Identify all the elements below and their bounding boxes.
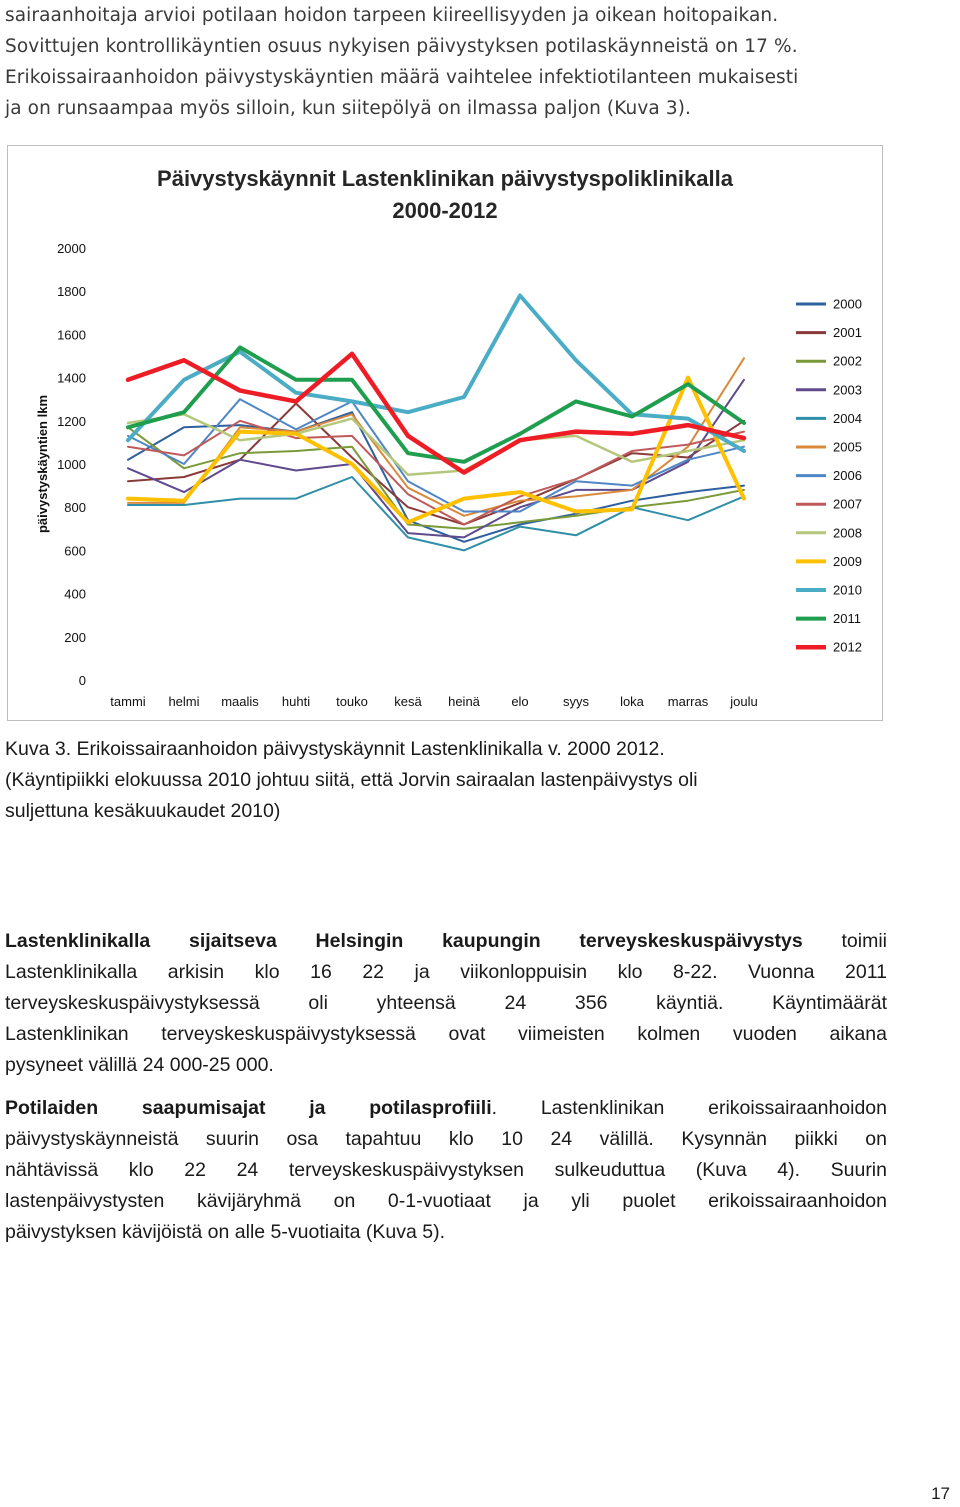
intro-line: Sovittujen kontrollikäyntien osuus nykyi… — [5, 36, 798, 57]
legend-label-2002: 2002 — [833, 354, 862, 369]
x-tick-label: kesä — [394, 694, 422, 709]
caption-line: suljettuna kesäkuukaudet 2010) — [5, 800, 281, 822]
legend-label-2001: 2001 — [833, 325, 862, 340]
figure-caption: Kuva 3. Erikoissairaanhoidon päivystyskä… — [5, 734, 905, 827]
paragraph-line: päivystyskäynneistä suurin osa tapahtuu … — [5, 1128, 887, 1150]
y-tick-label: 2000 — [57, 241, 86, 256]
legend-label-2005: 2005 — [833, 440, 862, 455]
paragraph-line: lastenpäivystysten kävijäryhmä on 0-1-vu… — [5, 1190, 887, 1212]
y-tick-label: 800 — [64, 500, 86, 515]
paragraph-lead: Potilaiden saapumisajat ja potilasprofii… — [5, 1097, 492, 1119]
series-line-2001 — [127, 402, 745, 526]
legend-label-2011: 2011 — [833, 611, 861, 626]
intro-line: ja on runsaampaa myös silloin, kun siite… — [5, 98, 691, 119]
legend-label-2007: 2007 — [833, 497, 862, 512]
x-tick-label: joulu — [729, 694, 757, 709]
paragraph-line: Lastenklinikan terveyskeskuspäivystykses… — [5, 1023, 887, 1045]
x-tick-label: elo — [511, 694, 528, 709]
x-tick-label: marras — [668, 694, 709, 709]
chart-figure: Päivystyskäynnit Lastenklinikan päivysty… — [7, 145, 883, 721]
legend-label-2012: 2012 — [833, 640, 862, 655]
legend-label-2008: 2008 — [833, 525, 862, 540]
series-line-2004 — [127, 476, 745, 552]
x-tick-label: heinä — [448, 694, 481, 709]
intro-line: sairaanhoitaja arvioi potilaan hoidon ta… — [5, 5, 779, 26]
series-line-2010 — [126, 293, 746, 453]
y-tick-label: 1400 — [57, 371, 86, 386]
line-chart: Päivystyskäynnit Lastenklinikan päivysty… — [35, 166, 862, 709]
paragraph-line: Lastenklinikalla arkisin klo 16 22 ja vi… — [5, 961, 887, 983]
chart-subtitle: 2000-2012 — [392, 198, 497, 223]
paragraph-line: pysyneet välillä 24 000-25 000. — [5, 1054, 274, 1076]
series-line-2009 — [126, 375, 746, 525]
paragraph-line: terveyskeskuspäivystyksessä oli yhteensä… — [5, 992, 887, 1014]
y-tick-label: 0 — [79, 673, 86, 688]
legend-label-2009: 2009 — [833, 554, 862, 569]
caption-line: Kuva 3. Erikoissairaanhoidon päivystyskä… — [5, 738, 665, 760]
series-line-2011 — [126, 345, 746, 464]
y-tick-label: 400 — [64, 587, 86, 602]
intro-text: sairaanhoitaja arvioi potilaan hoidon ta… — [5, 0, 905, 124]
paragraph-line: Potilaiden saapumisajat ja potilasprofii… — [5, 1093, 887, 1124]
x-tick-label: syys — [563, 694, 590, 709]
paragraph-line: päivystyksen kävijöistä on alle 5-vuotia… — [5, 1221, 446, 1243]
paragraph-lead: Lastenklinikalla sijaitseva Helsingin ka… — [5, 930, 803, 952]
y-tick-label: 200 — [64, 630, 86, 645]
chart-title: Päivystyskäynnit Lastenklinikan päivysty… — [157, 166, 734, 191]
x-tick-label: helmi — [168, 694, 199, 709]
legend-label-2004: 2004 — [833, 411, 862, 426]
legend-label-2006: 2006 — [833, 468, 862, 483]
series-line-2008 — [126, 413, 746, 477]
caption-line: (Käyntipiikki elokuussa 2010 johtuu siit… — [5, 769, 698, 791]
legend-label-2003: 2003 — [833, 382, 862, 397]
paragraph-text: toimii — [802, 930, 888, 952]
y-tick-label: 600 — [64, 543, 86, 558]
x-tick-label: maalis — [221, 694, 259, 709]
y-tick-label: 1000 — [57, 457, 86, 472]
series-line-2006 — [127, 398, 745, 513]
series-line-2002 — [127, 426, 745, 530]
x-tick-label: huhti — [282, 694, 310, 709]
y-tick-label: 1800 — [57, 284, 86, 299]
y-tick-label: 1600 — [57, 327, 86, 342]
x-tick-label: tammi — [110, 694, 146, 709]
x-tick-label: loka — [620, 694, 645, 709]
series-line-2012 — [125, 351, 747, 475]
paragraph-text: . Lastenklinikan erikoissairaanhoidon — [491, 1097, 887, 1119]
paragraph-line: nähtävissä klo 22 24 terveyskeskuspäivys… — [5, 1159, 887, 1181]
x-tick-label: touko — [336, 694, 368, 709]
y-axis-label: päivystyskäyntien lkm — [35, 395, 50, 533]
legend-label-2000: 2000 — [833, 297, 862, 312]
page-number: 17 — [931, 1484, 950, 1503]
intro-line: Erikoissairaanhoidon päivystyskäyntien m… — [5, 67, 799, 88]
y-tick-label: 1200 — [57, 414, 86, 429]
paragraph-line: Lastenklinikalla sijaitseva Helsingin ka… — [5, 926, 887, 957]
paragraph-health-center: Lastenklinikalla sijaitseva Helsingin ka… — [5, 926, 887, 1081]
legend-label-2010: 2010 — [833, 583, 862, 598]
paragraph-arrival-times: Potilaiden saapumisajat ja potilasprofii… — [5, 1093, 887, 1248]
